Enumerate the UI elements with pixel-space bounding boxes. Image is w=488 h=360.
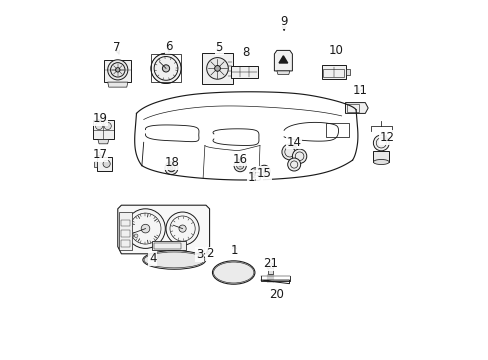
Text: 15: 15	[256, 167, 271, 180]
Polygon shape	[321, 65, 346, 79]
Polygon shape	[345, 103, 367, 113]
Circle shape	[130, 234, 133, 238]
Circle shape	[261, 168, 267, 174]
Circle shape	[252, 170, 257, 175]
Circle shape	[179, 225, 186, 232]
Text: 8: 8	[242, 46, 249, 59]
Bar	[121, 240, 130, 247]
Circle shape	[214, 66, 220, 71]
Polygon shape	[94, 161, 97, 167]
Circle shape	[125, 209, 165, 248]
Bar	[121, 230, 130, 237]
Circle shape	[121, 234, 125, 238]
Bar	[154, 243, 181, 249]
Circle shape	[162, 65, 169, 72]
Circle shape	[115, 68, 120, 72]
Circle shape	[164, 162, 178, 175]
Circle shape	[107, 60, 127, 80]
Circle shape	[258, 165, 269, 177]
Text: 19: 19	[92, 112, 107, 125]
Circle shape	[104, 122, 111, 130]
Polygon shape	[119, 212, 132, 250]
Polygon shape	[274, 50, 292, 71]
Polygon shape	[118, 205, 209, 254]
Bar	[346, 104, 358, 112]
Text: 16: 16	[232, 153, 247, 166]
Text: 12: 12	[378, 131, 393, 144]
Circle shape	[238, 164, 241, 167]
Circle shape	[141, 224, 149, 233]
Polygon shape	[267, 268, 273, 274]
Text: 6: 6	[165, 40, 172, 53]
Polygon shape	[202, 53, 232, 84]
Circle shape	[103, 160, 110, 167]
Text: 20: 20	[268, 288, 283, 301]
Bar	[325, 123, 348, 137]
Circle shape	[167, 165, 175, 172]
Polygon shape	[276, 71, 289, 75]
Text: 4: 4	[149, 252, 156, 265]
Circle shape	[373, 135, 388, 151]
Circle shape	[287, 158, 300, 171]
Circle shape	[125, 234, 129, 238]
Polygon shape	[104, 60, 131, 82]
Circle shape	[95, 122, 102, 130]
Circle shape	[166, 212, 199, 245]
Polygon shape	[230, 66, 258, 78]
Text: 21: 21	[263, 257, 277, 270]
Circle shape	[234, 159, 246, 172]
Text: 13: 13	[247, 171, 262, 184]
Ellipse shape	[373, 159, 388, 165]
Circle shape	[134, 234, 138, 238]
Circle shape	[206, 58, 228, 79]
Text: 10: 10	[328, 44, 343, 57]
Text: 7: 7	[113, 41, 120, 54]
Text: 14: 14	[286, 136, 301, 149]
Polygon shape	[346, 69, 349, 75]
Polygon shape	[107, 82, 127, 87]
Polygon shape	[279, 56, 287, 63]
Text: 11: 11	[351, 84, 366, 96]
Text: 18: 18	[164, 156, 179, 169]
Circle shape	[292, 149, 306, 163]
Polygon shape	[92, 120, 114, 139]
Text: 5: 5	[215, 41, 223, 54]
Text: 3: 3	[195, 248, 203, 261]
Polygon shape	[373, 151, 388, 162]
Polygon shape	[98, 139, 108, 144]
Circle shape	[266, 263, 273, 270]
Ellipse shape	[142, 251, 205, 269]
Bar	[323, 69, 344, 77]
Text: 2: 2	[205, 247, 213, 260]
Text: 1: 1	[230, 244, 238, 257]
Bar	[121, 220, 130, 226]
Circle shape	[170, 167, 172, 170]
Circle shape	[236, 162, 244, 169]
Text: 9: 9	[280, 15, 287, 28]
Circle shape	[250, 168, 260, 178]
Bar	[151, 241, 185, 250]
Text: 17: 17	[92, 148, 107, 161]
Ellipse shape	[212, 261, 254, 284]
Circle shape	[282, 144, 297, 160]
Polygon shape	[97, 157, 112, 171]
Circle shape	[151, 53, 181, 84]
